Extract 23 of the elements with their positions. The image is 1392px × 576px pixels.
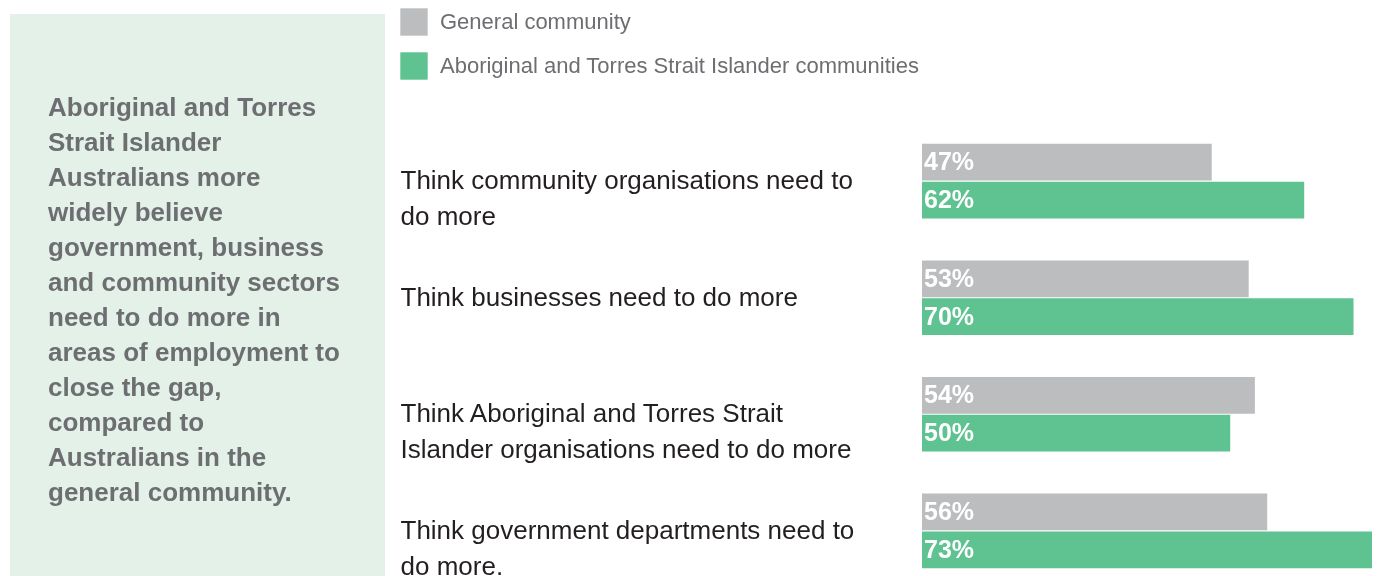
legend-label: General community — [440, 9, 631, 34]
bar — [922, 298, 1354, 336]
bar — [922, 376, 1255, 414]
bar — [922, 531, 1372, 569]
data-label: 47% — [924, 147, 975, 176]
y-tick-label: Think Aboriginal and Torres Strait Islander organisations need to do more — [400, 398, 852, 465]
bar — [922, 143, 1212, 181]
bar — [922, 181, 1305, 219]
text: Aboriginal and Torres Strait Islander Australians more widely believe government, business and community sectors need to do more in areas of employment to close the gap, compared to Australians in the general community. — [48, 92, 340, 507]
y-tick-label: Think businesses need to do more — [400, 281, 798, 312]
y-tick-label: Think government departments need to do more. — [400, 514, 855, 576]
data-label: 54% — [924, 380, 975, 409]
data-label: 62% — [924, 185, 975, 214]
bar — [922, 493, 1268, 531]
bar — [922, 260, 1249, 298]
legend-label: Aboriginal and Torres Strait Islander communities — [440, 53, 919, 78]
data-label: 73% — [924, 534, 975, 563]
data-label: 50% — [924, 418, 975, 447]
y-tick-label: Think community organisations need to do more — [400, 165, 853, 232]
bar — [922, 414, 1231, 452]
data-label: 70% — [924, 301, 975, 330]
data-label: 53% — [924, 263, 975, 292]
data-label: 56% — [924, 496, 975, 525]
